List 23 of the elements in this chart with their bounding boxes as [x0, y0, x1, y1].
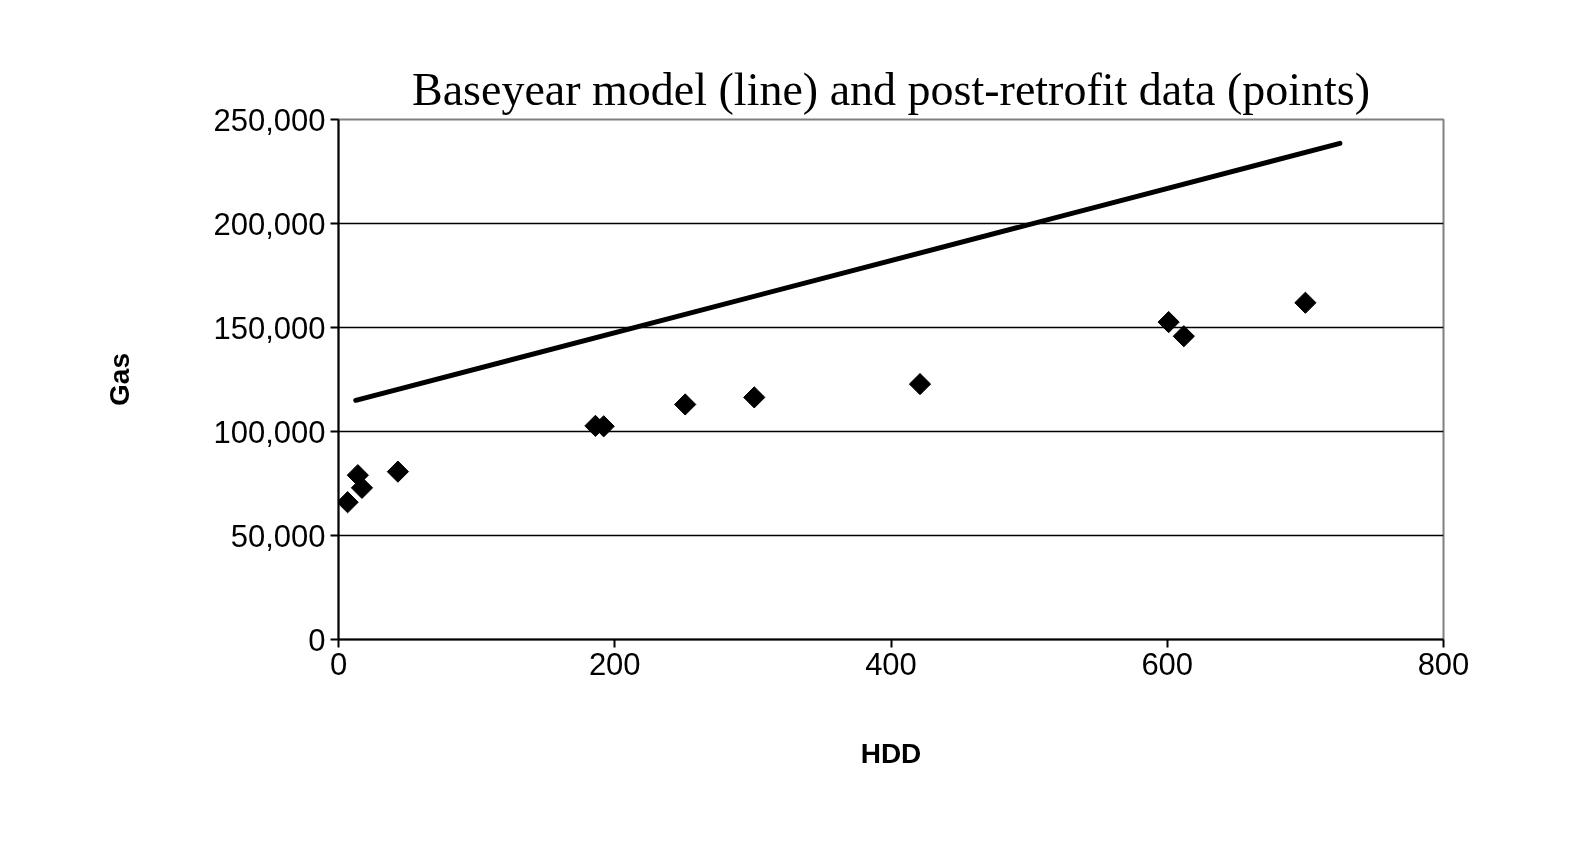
x-tick-label: 800 [1417, 646, 1470, 682]
point [908, 372, 932, 396]
x-axis-title: HDD [860, 737, 922, 769]
y-tick-label: 250,000 [213, 102, 326, 138]
point [350, 476, 374, 499]
point [1172, 325, 1195, 348]
point [743, 386, 766, 409]
y-tick-label: 0 [308, 622, 326, 658]
point [1294, 291, 1317, 314]
y-tick-label: 100,000 [213, 414, 326, 450]
point [338, 491, 359, 514]
y-axis-title: Gas [104, 353, 136, 406]
y-tick-label: 200,000 [213, 206, 326, 242]
point [1157, 310, 1180, 334]
y-tick-label: 50,000 [230, 518, 326, 554]
x-tick-label: 0 [329, 646, 348, 682]
x-tick-label: 600 [1141, 646, 1194, 682]
point [674, 393, 697, 416]
chart-title: Baseyear model (line) and post-retrofit data (points) [412, 63, 1371, 115]
y-tick-label: 150,000 [213, 310, 326, 346]
x-tick-label: 200 [588, 646, 641, 682]
x-tick-label: 400 [865, 646, 917, 682]
point [386, 460, 409, 483]
